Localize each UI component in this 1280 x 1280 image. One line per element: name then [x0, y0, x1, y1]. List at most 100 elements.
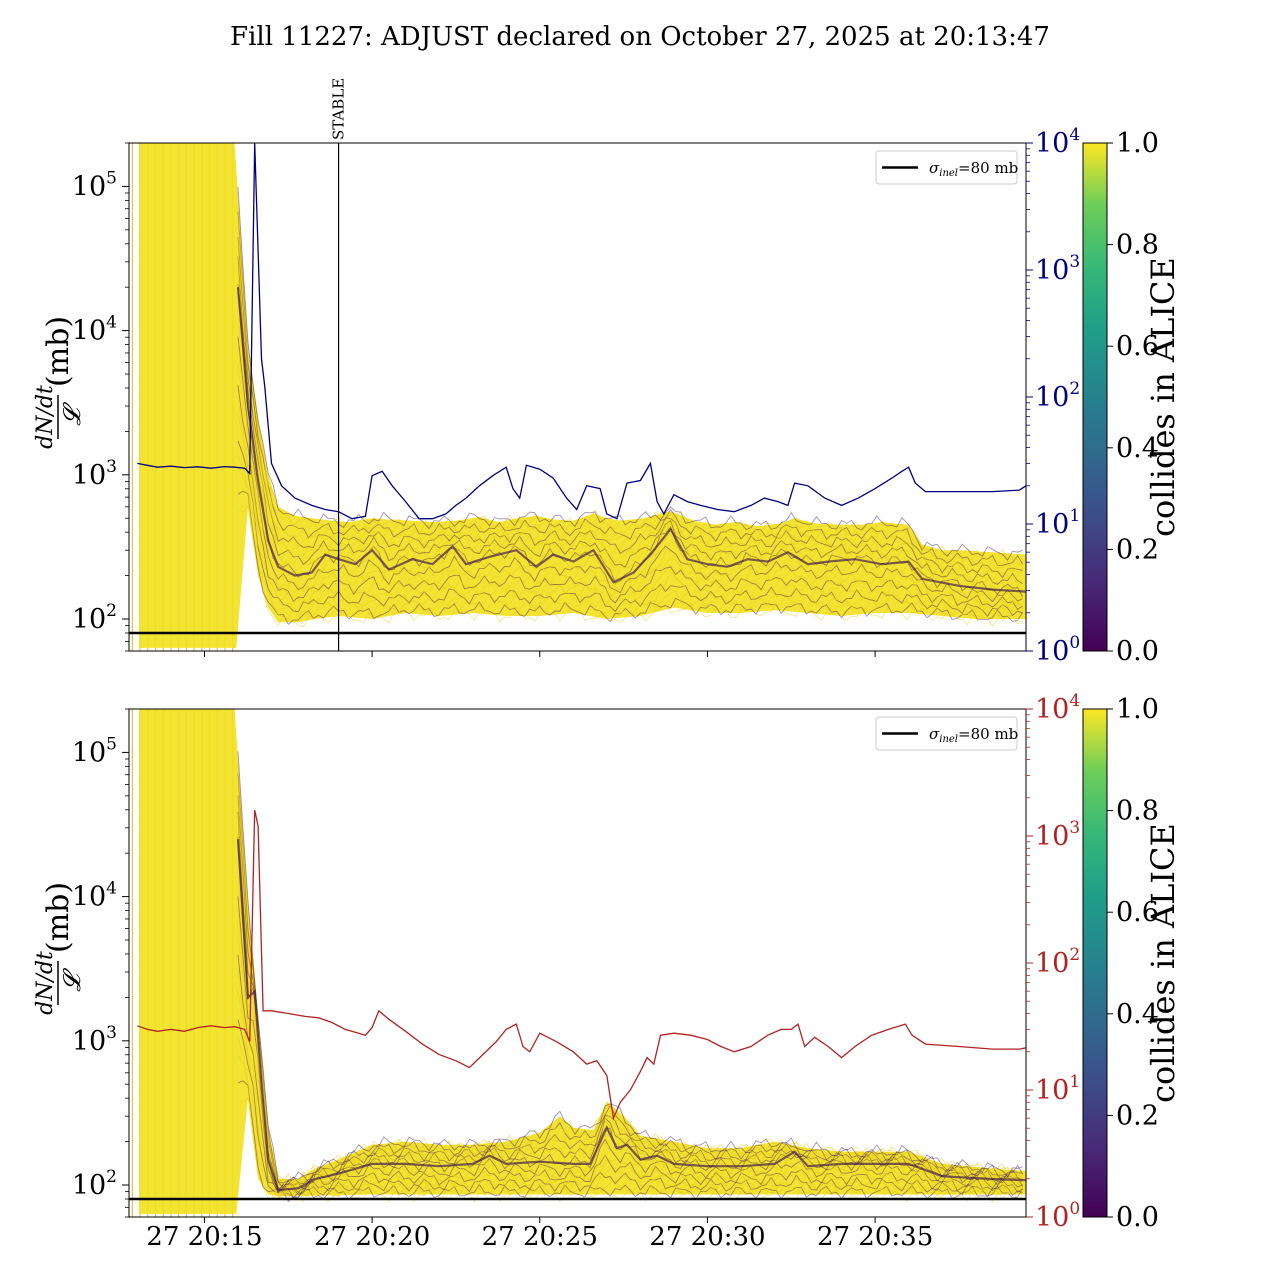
band-trace: [237, 908, 1023, 1200]
band-trace: [237, 831, 1023, 1195]
legend-text: =80 mb: [958, 725, 1018, 743]
ylabel-unit: (mb): [41, 316, 76, 387]
x-tick-label: 27 20:20: [314, 1222, 430, 1252]
colorbar-tick-label: 0.4: [1116, 999, 1159, 1030]
band-trace: [237, 256, 1023, 586]
top-colorbar: 0.0 0.2 0.4 0.6 0.8 1.0 collides in ALICE: [1082, 128, 1182, 667]
legend-subscript: inel: [939, 168, 958, 179]
colorbar-label: collides in ALICE: [1144, 257, 1182, 537]
right-y-tick-label: 102: [1035, 945, 1080, 979]
band-trace: [237, 847, 1023, 1196]
colorbar-tick-label: 0.6: [1116, 897, 1159, 928]
x-tick-label: 27 20:25: [482, 1222, 598, 1252]
legend-sigma: σ: [929, 159, 940, 177]
top-axes: STABLE 102 103 104 105 100 101 102 103 104: [72, 78, 1080, 667]
band-trace: [237, 1019, 1023, 1199]
band-trace: [237, 796, 1023, 1191]
band-trace: [237, 772, 1023, 1189]
svg-text:σinel=80 mb: σinel=80 mb: [929, 159, 1018, 179]
y-tick-label: 105: [72, 168, 117, 202]
band-trace: [237, 787, 1023, 1188]
legend-sigma: σ: [929, 725, 940, 743]
band-trace: [237, 237, 1023, 573]
y-tick-label: 104: [72, 879, 117, 913]
colorbar-tick-label: 0.2: [1116, 534, 1159, 565]
x-tick-label: 27 20:30: [649, 1222, 765, 1252]
band-trace: [237, 1037, 1023, 1200]
y-tick-label: 103: [72, 1023, 117, 1057]
colorbar-tick-label: 0.8: [1116, 230, 1159, 261]
y-tick-label: 102: [72, 601, 117, 635]
band-trace: [237, 812, 1023, 1191]
top-panel: STABLE 102 103 104 105 100 101 102 103 104 σinel=…: [33, 78, 1182, 667]
bottom-plot-area: [129, 709, 1026, 1217]
trace-band-fill: [139, 709, 1026, 1214]
right-y-tick-label: 101: [1035, 506, 1080, 540]
band-trace: [237, 990, 1023, 1201]
bottom-axes: 102 103 104 105 100 101 102 103 104 27 20:15 27 20…: [72, 691, 1080, 1252]
band-trace: [237, 490, 1023, 626]
band-trace: [237, 226, 1023, 574]
legend-subscript: inel: [939, 734, 958, 745]
band-trace: [237, 931, 1023, 1197]
stable-marker-label: STABLE: [330, 78, 348, 140]
right-y-tick-label: 100: [1035, 1199, 1080, 1233]
ylabel-numerator: dN/dt: [33, 951, 58, 1015]
x-tick-label: 27 20:35: [817, 1222, 933, 1252]
right-axis-series: [137, 143, 1026, 520]
x-tick-label: 27 20:15: [146, 1222, 262, 1252]
legend-box: [875, 150, 1018, 185]
colorbar-tick-label: 0.2: [1116, 1100, 1159, 1131]
bottom-y-axis-label: dN/dt 𝓛 (mb): [33, 882, 86, 1015]
band-trace: [237, 769, 1023, 1185]
band-trace: [237, 237, 1023, 579]
y-tick-label: 105: [72, 734, 117, 768]
band-trace: [237, 245, 1023, 579]
legend-box: [875, 716, 1018, 751]
bottom-legend: σinel=80 mb: [875, 716, 1018, 751]
y-tick-label: 103: [72, 457, 117, 491]
top-legend: σinel=80 mb: [875, 150, 1018, 185]
band-trace: [237, 187, 1023, 561]
colorbar-tick-label: 1.0: [1116, 128, 1159, 159]
colorbar-tick-label: 0.4: [1116, 433, 1159, 464]
colorbar-tick-label: 1.0: [1116, 694, 1159, 725]
ylabel-denominator: 𝓛: [58, 402, 86, 426]
band-trace: [237, 751, 1023, 1184]
band-trace: [237, 207, 1023, 568]
colorbar-tick-label: 0.8: [1116, 796, 1159, 827]
y-tick-label: 102: [72, 1167, 117, 1201]
band-trace: [237, 795, 1023, 1191]
ylabel-denominator: 𝓛: [58, 968, 86, 992]
colorbar-label: collides in ALICE: [1144, 823, 1182, 1103]
right-y-tick-label: 103: [1035, 252, 1080, 286]
top-y-axis-label: dN/dt 𝓛 (mb): [33, 316, 86, 449]
bottom-panel: 102 103 104 105 100 101 102 103 104 27 20:15 27 20…: [33, 691, 1182, 1252]
band-trace: [237, 318, 1023, 602]
y-tick-label: 104: [72, 313, 117, 347]
ylabel-numerator: dN/dt: [33, 385, 58, 449]
colorbar-ticks: 0.0 0.2 0.4 0.6 0.8 1.0: [1107, 694, 1159, 1233]
colorbar-tick-label: 0.0: [1116, 1202, 1159, 1233]
band-trace: [237, 201, 1023, 561]
band-trace: [237, 455, 1023, 618]
right-y-tick-label: 100: [1035, 633, 1080, 667]
band-trace: [237, 764, 1023, 1188]
colorbar-gradient: [1082, 142, 1108, 652]
right-y-tick-label: 104: [1035, 125, 1080, 159]
right-y-tick-label: 101: [1035, 1072, 1080, 1106]
band-trace: [237, 256, 1023, 585]
right-y-tick-label: 103: [1035, 818, 1080, 852]
band-trace: [237, 293, 1023, 598]
band-trace: [237, 211, 1023, 566]
band-trace: [237, 364, 1023, 607]
trace-band-fill: [139, 143, 1026, 648]
ylabel-unit: (mb): [41, 882, 76, 953]
chart-title: Fill 11227: ADJUST declared on October 2…: [230, 22, 1050, 52]
bottom-colorbar: 0.0 0.2 0.4 0.6 0.8 1.0 collides in ALICE: [1082, 694, 1182, 1233]
colorbar-gradient: [1082, 708, 1108, 1218]
band-core-trace: [236, 287, 1026, 593]
svg-text:σinel=80 mb: σinel=80 mb: [929, 725, 1018, 745]
colorbar-ticks: 0.0 0.2 0.4 0.6 0.8 1.0: [1107, 128, 1159, 667]
